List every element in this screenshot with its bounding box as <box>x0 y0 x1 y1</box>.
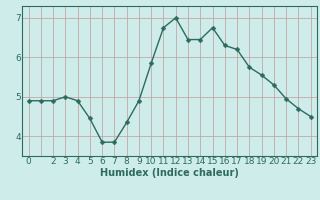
X-axis label: Humidex (Indice chaleur): Humidex (Indice chaleur) <box>100 168 239 178</box>
